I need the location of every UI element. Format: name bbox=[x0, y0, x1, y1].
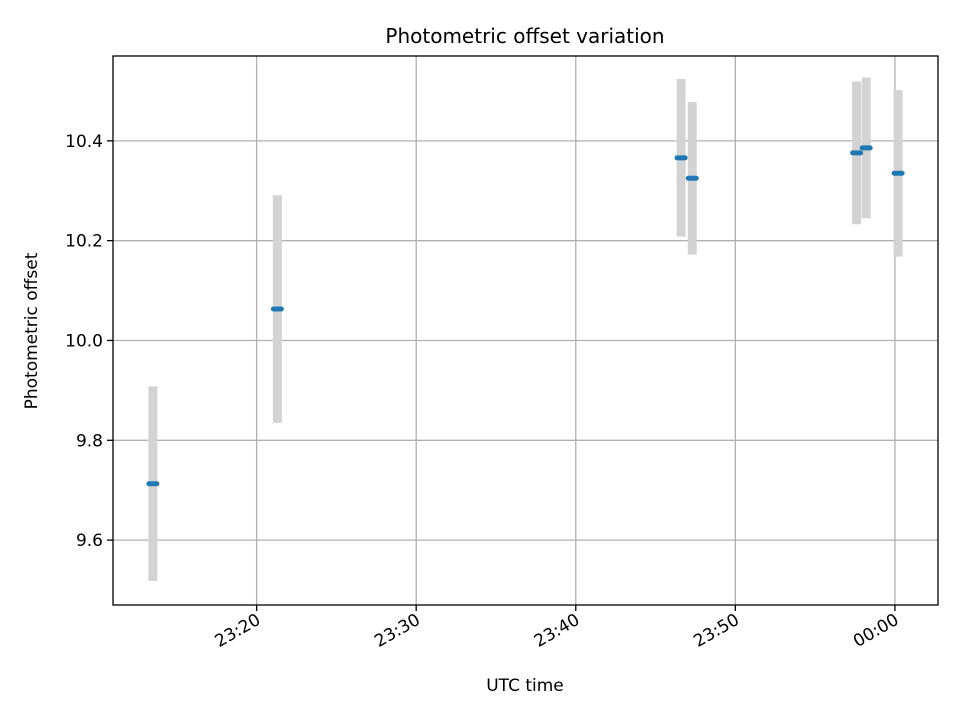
plot-frame bbox=[112, 55, 939, 606]
x-tick-label: 00:00 bbox=[850, 610, 902, 652]
data-markers bbox=[146, 145, 905, 487]
x-tick-label: 23:50 bbox=[690, 610, 742, 652]
x-tick-label: 23:20 bbox=[212, 610, 264, 652]
x-tick-label: 23:40 bbox=[531, 610, 583, 652]
grid-lines bbox=[113, 56, 938, 605]
y-tick-label: 9.6 bbox=[76, 531, 103, 551]
y-tick-label: 10.4 bbox=[65, 132, 103, 152]
y-tick-label: 9.8 bbox=[76, 431, 103, 451]
y-tick-label: 10.0 bbox=[65, 331, 103, 351]
x-axis-label: UTC time bbox=[486, 676, 564, 696]
axis-ticks: 23:20 23:30 23:40 23:50 00:00 9.6 9.8 10.0 10.2 1… bbox=[65, 132, 902, 652]
error-bars bbox=[148, 77, 903, 582]
x-tick-label: 23:30 bbox=[371, 610, 423, 652]
y-tick-label: 10.2 bbox=[65, 232, 103, 252]
chart-title: Photometric offset variation bbox=[385, 24, 664, 48]
y-axis-label: Photometric offset bbox=[22, 252, 42, 409]
